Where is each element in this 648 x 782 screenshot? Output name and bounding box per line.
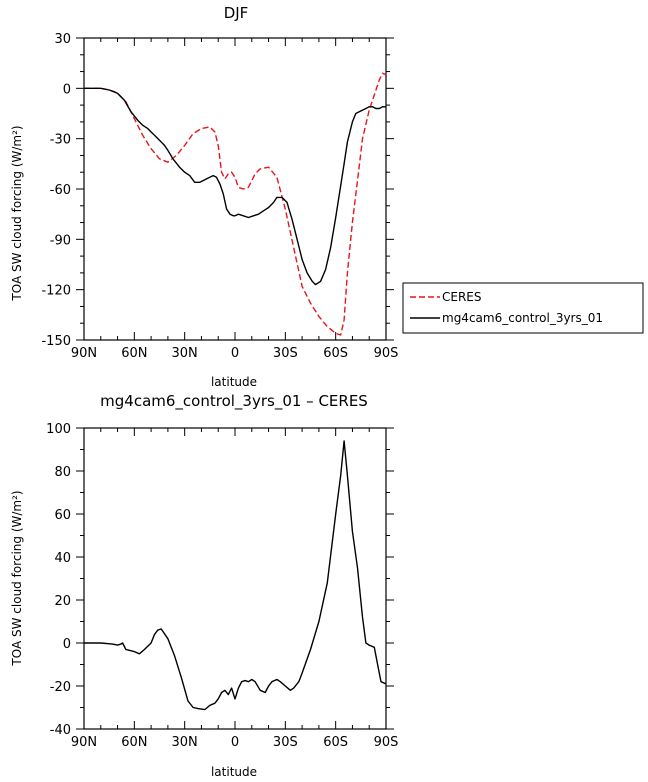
x-tick-label: 60N (121, 346, 147, 361)
x-tick-label: 30S (273, 735, 298, 750)
top-x-axis-label: latitude (211, 375, 257, 389)
x-tick-label: 90S (374, 346, 399, 361)
top-panel: DJF 90N 60N 30N 0 30S 60S 90S 30 0 -30 -60 -90 -120 -… (10, 4, 644, 389)
series-line-mg4cam6-control-3yrs-01 (84, 87, 386, 286)
x-tick-label: 90N (71, 735, 97, 750)
x-tick-label: 60N (121, 735, 147, 750)
bottom-x-axis-label: latitude (211, 765, 257, 779)
bottom-y-axis-label: TOA SW cloud forcing (W/m²) (10, 490, 24, 666)
series-line-ceres (84, 72, 387, 336)
y-tick-label: 60 (54, 508, 71, 523)
y-tick-label: 0 (63, 82, 71, 97)
bottom-panel: mg4cam6_control_3yrs_01 – CERES 90N 60N 30… (10, 392, 398, 779)
y-tick-label: -60 (50, 183, 71, 198)
y-tick-label: 30 (54, 32, 71, 47)
y-tick-label: 100 (46, 422, 71, 437)
y-tick-label: 20 (54, 594, 71, 609)
bottom-chart-title: mg4cam6_control_3yrs_01 – CERES (100, 392, 368, 411)
x-tick-label: 60S (323, 346, 348, 361)
x-tick-label: 90N (71, 346, 97, 361)
y-tick-label: -90 (50, 233, 71, 248)
x-tick-label: 30S (273, 346, 298, 361)
x-tick-label: 30N (172, 735, 198, 750)
series-line-difference (84, 440, 387, 711)
x-tick-label: 0 (231, 346, 239, 361)
legend-label-model: mg4cam6_control_3yrs_01 (442, 311, 603, 325)
top-plot-area: 90N 60N 30N 0 30S 60S 90S 30 0 -30 -60 -90 -120 -150 (41, 32, 398, 361)
y-tick-label: -150 (41, 334, 71, 349)
y-tick-label: -20 (50, 680, 71, 695)
x-tick-label: 0 (231, 735, 239, 750)
legend: CERES mg4cam6_control_3yrs_01 (402, 282, 644, 334)
x-tick-label: 60S (323, 735, 348, 750)
y-tick-label: -40 (50, 723, 71, 738)
y-tick-label: 80 (54, 465, 71, 480)
legend-label-ceres: CERES (442, 290, 482, 304)
y-tick-label: -120 (41, 284, 71, 299)
bottom-plot-area: 90N 60N 30N 0 30S 60S 90S 100 80 60 40 20 0 -20 -40 (46, 422, 398, 750)
legend-box (402, 282, 644, 334)
top-chart-title: DJF (224, 4, 249, 22)
y-tick-label: -30 (50, 133, 71, 148)
top-y-axis-label: TOA SW cloud forcing (W/m²) (10, 125, 24, 301)
x-tick-label: 90S (374, 735, 399, 750)
y-tick-label: 0 (63, 637, 71, 652)
y-tick-label: 40 (54, 551, 71, 566)
x-tick-label: 30N (172, 346, 198, 361)
